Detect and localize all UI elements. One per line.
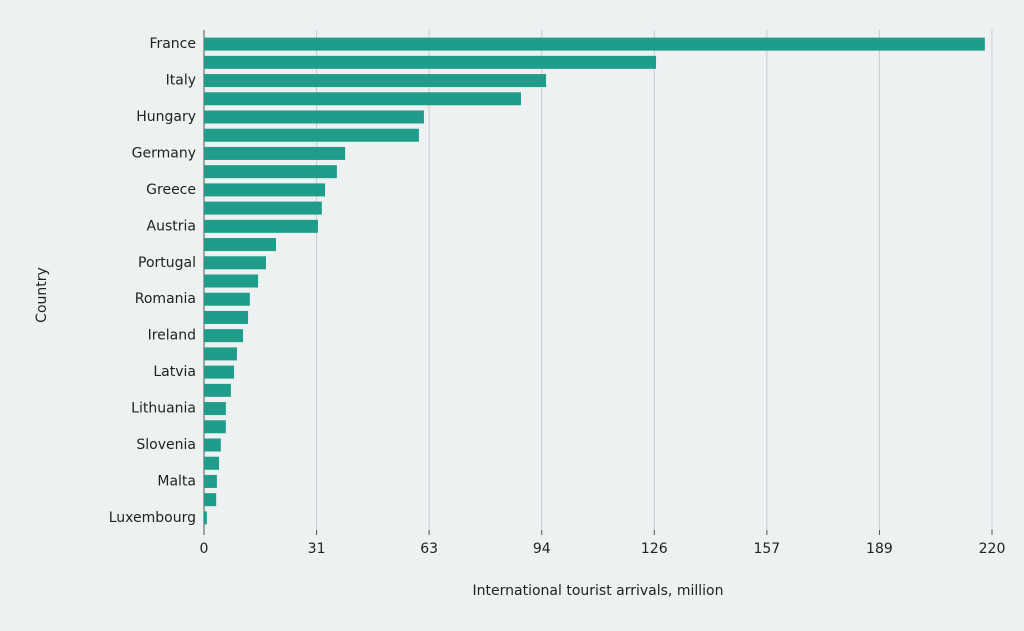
bar bbox=[204, 402, 226, 416]
bar bbox=[204, 238, 276, 252]
y-tick-label: Austria bbox=[147, 218, 196, 234]
y-tick-label: Lithuania bbox=[131, 401, 196, 417]
bar bbox=[204, 110, 424, 124]
x-tick-label: 220 bbox=[979, 541, 1006, 557]
bar bbox=[204, 383, 231, 397]
y-tick-label: Portugal bbox=[138, 255, 196, 271]
x-tick-label: 0 bbox=[200, 541, 209, 557]
x-tick-label: 63 bbox=[420, 541, 438, 557]
bar bbox=[204, 92, 521, 106]
bar bbox=[204, 165, 337, 179]
bar bbox=[204, 420, 226, 434]
y-tick-label: Malta bbox=[157, 473, 196, 489]
y-tick-label: Romania bbox=[135, 291, 196, 307]
x-tick-label: 94 bbox=[533, 541, 551, 557]
bar bbox=[204, 292, 250, 306]
y-tick-label: Germany bbox=[132, 145, 196, 161]
bar bbox=[204, 511, 207, 525]
y-tick-label: Ireland bbox=[148, 328, 196, 344]
bar bbox=[204, 274, 259, 288]
y-tick-label: Hungary bbox=[136, 109, 196, 125]
bar bbox=[204, 493, 217, 507]
bar bbox=[204, 310, 249, 324]
bar bbox=[204, 438, 221, 452]
bar bbox=[204, 37, 985, 51]
x-axis-title: International tourist arrivals, million bbox=[473, 583, 724, 599]
bar bbox=[204, 201, 322, 215]
x-tick-label: 31 bbox=[308, 541, 326, 557]
bar bbox=[204, 256, 266, 270]
bar bbox=[204, 55, 657, 69]
x-tick-label: 126 bbox=[641, 541, 668, 557]
y-tick-label: Luxembourg bbox=[109, 510, 196, 526]
bar bbox=[204, 365, 235, 379]
bar bbox=[204, 456, 220, 470]
bar bbox=[204, 474, 217, 488]
bar bbox=[204, 128, 419, 142]
bar bbox=[204, 183, 326, 197]
x-tick-label: 157 bbox=[753, 541, 780, 557]
y-tick-label: Italy bbox=[166, 73, 196, 89]
x-tick-label: 189 bbox=[866, 541, 893, 557]
bar bbox=[204, 347, 237, 361]
y-tick-label: Latvia bbox=[153, 364, 196, 380]
bar bbox=[204, 146, 346, 160]
y-tick-label: Greece bbox=[146, 182, 196, 198]
bar bbox=[204, 219, 318, 233]
y-tick-label: Slovenia bbox=[136, 437, 196, 453]
y-axis-title: Country bbox=[34, 267, 50, 323]
bar bbox=[204, 74, 547, 88]
y-tick-label: France bbox=[149, 36, 196, 52]
bar bbox=[204, 329, 244, 343]
